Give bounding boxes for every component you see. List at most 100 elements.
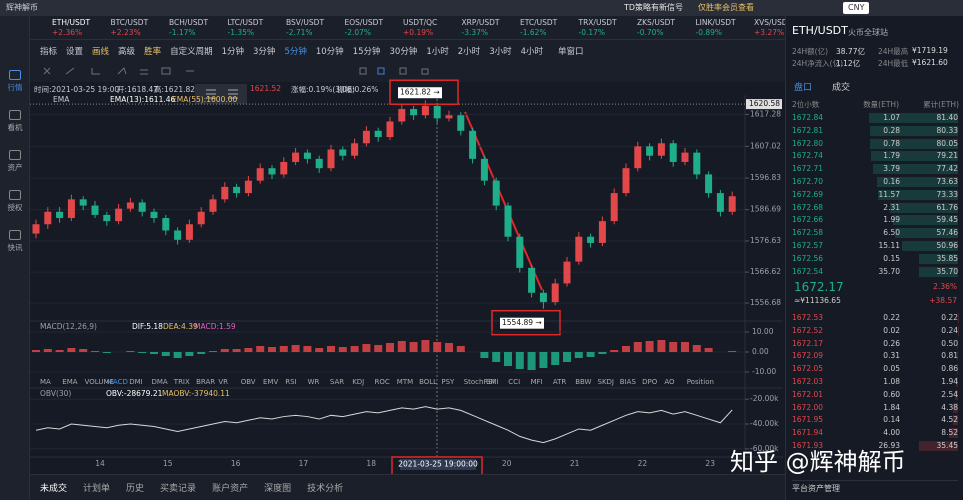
bottom-tab[interactable]: 计划单 [83, 484, 111, 494]
ohlc-info: 时间:2021-03-25 19:00 [34, 85, 120, 94]
macd-bar [409, 342, 418, 352]
ticker-change: -0.17% [578, 28, 606, 37]
indicator-tab[interactable]: KDJ [352, 378, 365, 386]
indicator-tab[interactable]: OBV [240, 378, 256, 386]
bottom-tab[interactable]: 未成交 [40, 484, 68, 494]
bottom-tab[interactable]: 深度图 [264, 484, 292, 494]
ticker-symbol[interactable]: LTC/USDT [227, 18, 264, 27]
notice[interactable]: TD策略有新信号 [624, 3, 684, 12]
ticker-symbol[interactable]: ETC/USDT [520, 18, 558, 27]
side-label[interactable]: 看机 [7, 123, 23, 132]
x-tick-label: 21 [570, 459, 580, 468]
period[interactable]: 4小时 [520, 47, 544, 57]
pane-legend: MACD:1.59 [194, 322, 236, 331]
indicator-tab[interactable]: AO [664, 378, 675, 386]
side-label[interactable]: 资产 [7, 163, 23, 172]
indicator-tab[interactable]: StochRSI [463, 378, 495, 386]
ticker-symbol[interactable]: ZKS/USDT [637, 18, 675, 27]
indicator-tab[interactable]: TRIX [173, 378, 190, 386]
book-tab[interactable]: 盘口 [794, 83, 813, 93]
bottom-tab[interactable]: 买卖记录 [160, 484, 197, 494]
side-label[interactable]: 行情 [7, 83, 23, 92]
indicator-tab[interactable]: MFI [530, 378, 543, 386]
indicator-tab[interactable]: VR [218, 378, 229, 386]
layout-popup[interactable] [195, 84, 247, 104]
indicator-tab[interactable]: MACD [106, 378, 128, 386]
indicator-tab[interactable]: DMI [129, 378, 143, 386]
amount: 0.16 [883, 177, 900, 186]
depth-bar [953, 402, 958, 413]
indicator-tab[interactable]: MTM [396, 378, 414, 386]
indicator-tab[interactable]: BOLL [419, 378, 438, 386]
x-tick-label: 17 [299, 459, 309, 468]
period[interactable]: 3小时 [489, 47, 512, 57]
ticker-symbol[interactable]: BTC/USDT [110, 18, 149, 27]
indicator-tab[interactable]: DMA [151, 378, 168, 386]
amount: 2.31 [883, 202, 900, 212]
ohlc-info: 1621.52 [250, 84, 282, 93]
indicator-tab[interactable]: EMA [62, 378, 78, 386]
period[interactable]: 1小时 [426, 47, 449, 57]
indicator-tab[interactable]: VOLUME [84, 378, 114, 386]
indicator-tab[interactable]: Position [686, 378, 714, 386]
indicator-tab[interactable]: WR [307, 378, 320, 386]
bottom-tab[interactable]: 历史 [126, 484, 145, 494]
indicator-tab[interactable]: MA [40, 378, 51, 386]
macd-bar [492, 352, 501, 362]
macd-bar [126, 351, 135, 352]
indicator-tab[interactable]: SMI [486, 378, 499, 386]
vip-notice[interactable]: 仅胜率会员查看 [698, 3, 754, 12]
indicator-tab[interactable]: DPO [642, 378, 658, 386]
total: 0.22 [941, 313, 958, 322]
period[interactable]: 2小时 [457, 47, 481, 57]
period[interactable]: 5分钟 [284, 47, 307, 57]
side-label[interactable]: 快讯 [7, 243, 23, 252]
toolbar-item[interactable]: 高级 [118, 47, 136, 57]
book-header: 数量(ETH) [863, 100, 899, 109]
ticker-symbol[interactable]: TRX/USDT [578, 18, 617, 27]
period[interactable]: 3分钟 [253, 47, 276, 57]
indicator-tab[interactable]: CCI [508, 378, 521, 386]
candle-body [445, 115, 453, 119]
toolbar-item[interactable]: 自定义周期 [170, 47, 213, 57]
macd-bar [421, 340, 430, 352]
crosshair-tag [400, 459, 476, 470]
indicator-tab[interactable]: ROC [374, 378, 390, 386]
side-label[interactable]: 授权 [7, 203, 23, 212]
indicator-tab[interactable]: SKDJ [597, 378, 615, 386]
macd-bar [669, 342, 678, 352]
ticker-symbol[interactable]: LINK/USDT [695, 18, 736, 27]
period[interactable]: 10分钟 [315, 47, 344, 57]
bottom-tab[interactable]: 技术分析 [307, 484, 344, 494]
window-mode[interactable]: 单窗口 [558, 47, 584, 57]
ticker-symbol[interactable]: XVS/USDT [754, 18, 793, 27]
footer[interactable]: 平台资产管理 [792, 480, 958, 494]
ticker-symbol[interactable]: EOS/USDT [344, 18, 384, 27]
toolbar-item[interactable]: 指标 [40, 47, 58, 57]
period[interactable]: 1分钟 [221, 47, 245, 57]
ticker-symbol[interactable]: BCH/USDT [169, 18, 209, 27]
period[interactable]: 15分钟 [352, 47, 381, 57]
currency[interactable]: CNY [843, 2, 870, 14]
sidebar: 行情看机资产授权快讯 [0, 16, 30, 500]
bottom-tab[interactable]: 账户资产 [212, 484, 249, 494]
book-tab[interactable]: 成交 [832, 83, 851, 93]
ticker-symbol[interactable]: XRP/USDT [461, 18, 500, 27]
indicator-tab[interactable]: ATR [552, 378, 567, 386]
indicator-tab[interactable]: BBW [575, 378, 592, 386]
candle-body [351, 143, 359, 156]
indicator-tab[interactable]: BRAR [196, 378, 216, 386]
indicator-tab[interactable]: RSI [285, 378, 297, 386]
indicator-tab[interactable]: BIAS [619, 378, 636, 386]
indicator-tab[interactable]: EMV [263, 378, 279, 386]
toolbar-item[interactable]: 设置 [66, 47, 84, 57]
ticker-symbol[interactable]: BSV/USDT [286, 18, 325, 27]
indicator-tab[interactable]: SAR [329, 378, 345, 386]
pane-legend: DEA:4.39 [163, 322, 198, 331]
indicator-tab[interactable]: PSY [441, 378, 455, 386]
period[interactable]: 30分钟 [389, 47, 418, 57]
toolbar-item[interactable]: 胜率 [144, 47, 162, 57]
ticker-symbol[interactable]: USDT/QC [403, 18, 438, 27]
ticker-symbol[interactable]: ETH/USDT [52, 18, 91, 27]
toolbar-item[interactable]: 画线 [92, 47, 110, 57]
